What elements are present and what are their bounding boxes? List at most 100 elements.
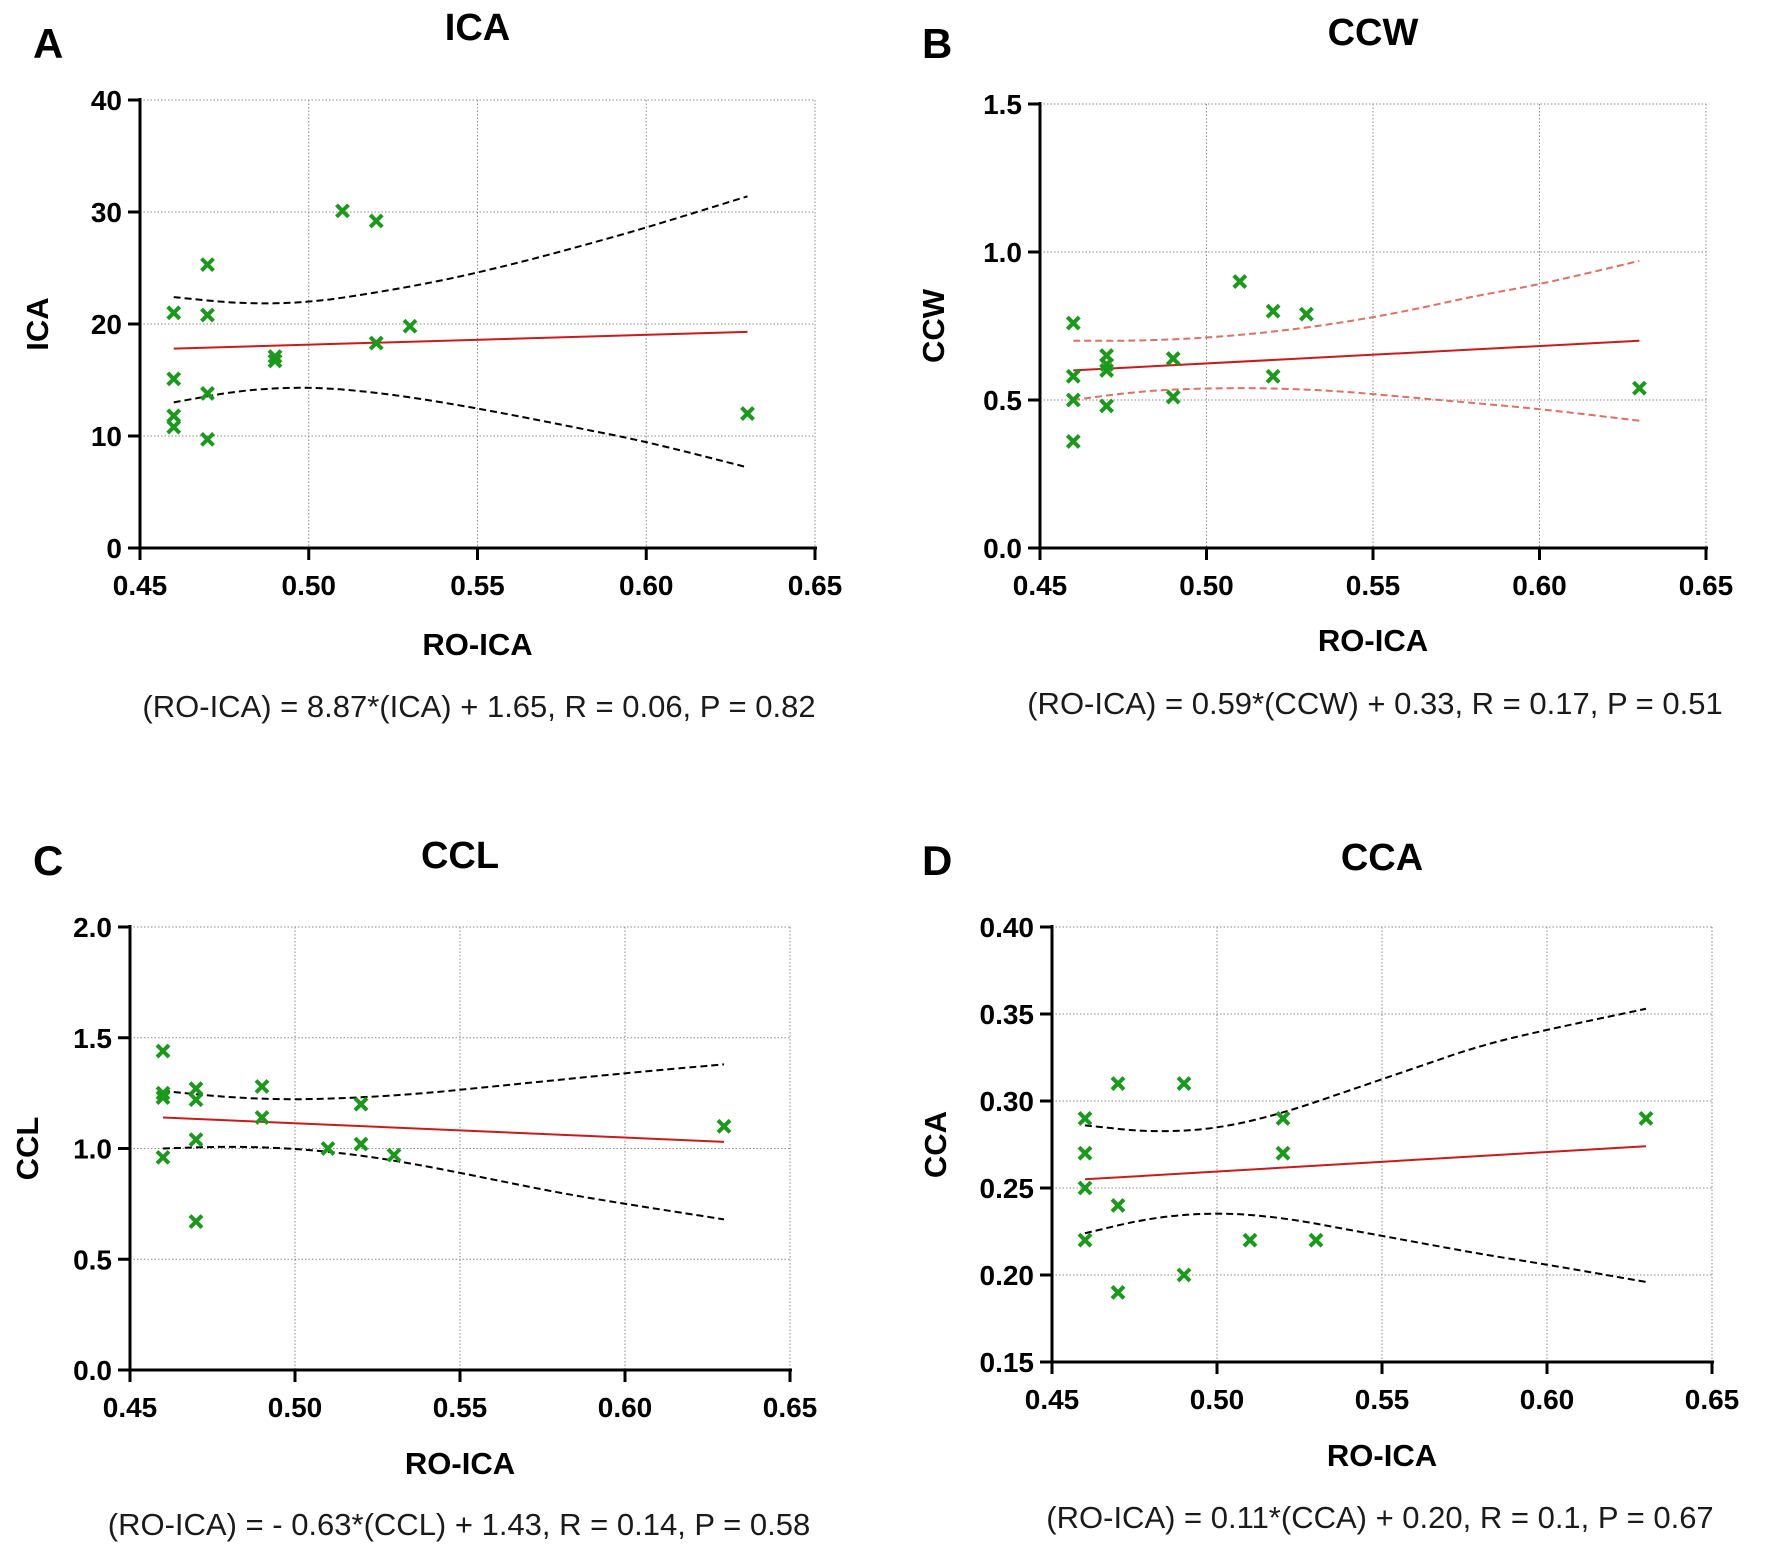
data-point	[155, 1043, 171, 1059]
data-point	[740, 406, 755, 422]
y-axis-label: CCW	[916, 288, 951, 363]
data-point-stroke	[368, 213, 384, 229]
data-point-stroke	[1631, 380, 1647, 396]
ci-lower-curve	[162, 1145, 725, 1221]
data-point-stroke	[267, 349, 283, 364]
data-point-stroke	[188, 1214, 204, 1230]
chart-title: CCW	[1328, 12, 1419, 54]
data-point	[402, 318, 418, 334]
data-point	[1110, 1284, 1126, 1300]
data-point-stroke	[1077, 1110, 1093, 1126]
y-tick-label: 0.5	[983, 385, 1022, 416]
chart-title: ICA	[445, 7, 510, 49]
data-point	[1110, 1076, 1126, 1092]
regression-equation: (RO-ICA) = 8.87*(ICA) + 1.65, R = 0.06, …	[142, 689, 815, 724]
y-tick-label: 0.30	[980, 1086, 1035, 1117]
x-tick-label: 0.55	[1355, 1384, 1410, 1415]
data-point	[1308, 1232, 1324, 1248]
data-point-stroke	[1298, 306, 1314, 322]
data-point	[1165, 351, 1181, 366]
x-tick-label: 0.50	[268, 1392, 323, 1423]
grid	[130, 926, 791, 1370]
data-point	[1176, 1076, 1192, 1092]
data-point-stroke	[166, 305, 182, 321]
ci-upper-curve	[162, 1063, 725, 1101]
y-axis-label: CCL	[10, 1117, 45, 1181]
data-point-stroke	[1165, 389, 1181, 405]
data-point-stroke	[1232, 274, 1248, 290]
panel-letter: C	[33, 837, 63, 884]
data-point-stroke	[200, 307, 215, 323]
regression-line	[162, 1116, 725, 1143]
data-point-stroke	[1176, 1076, 1192, 1092]
x-tick-label: 0.50	[1179, 570, 1234, 601]
data-point-stroke	[1065, 368, 1081, 384]
data-point-stroke	[1265, 368, 1281, 384]
panel-letter: A	[33, 20, 63, 67]
data-point-stroke	[1065, 315, 1081, 331]
data-point-stroke	[1165, 351, 1181, 366]
data-point	[1242, 1232, 1258, 1248]
y-axis-label: CCA	[918, 1111, 953, 1178]
data-point	[166, 305, 182, 321]
panel-d: D CCA 0.45 0.50 0.55 0.60 0.65 0.15 0.20 0.25 0.30…	[918, 837, 1739, 1535]
x-tick-label: 0.55	[450, 570, 505, 601]
grid	[140, 99, 816, 548]
data-point	[1638, 1110, 1654, 1126]
x-axis-label: RO-ICA	[1327, 1438, 1437, 1473]
data-point	[1275, 1110, 1291, 1126]
data-point	[1099, 362, 1115, 378]
data-point	[353, 1136, 369, 1152]
data-point	[1065, 392, 1081, 408]
data-point-stroke	[353, 1136, 369, 1152]
regression-line	[1073, 339, 1640, 372]
data-point	[188, 1214, 204, 1230]
data-point	[155, 1149, 171, 1165]
y-tick-label: 1.0	[73, 1134, 112, 1165]
data-point-stroke	[1110, 1197, 1126, 1213]
data-point	[254, 1110, 270, 1125]
ci-upper-curve	[1084, 1007, 1647, 1133]
data-point	[1065, 434, 1081, 449]
x-tick-label: 0.50	[282, 570, 337, 601]
data-point-stroke	[386, 1147, 402, 1163]
data-point	[155, 1090, 171, 1105]
data-point	[1110, 1197, 1126, 1213]
data-point	[1275, 1145, 1291, 1161]
x-axis-label: RO-ICA	[1318, 623, 1428, 658]
chart-title: CCL	[421, 835, 499, 877]
data-point-stroke	[1275, 1110, 1291, 1126]
data-point-stroke	[740, 406, 755, 422]
data-point-stroke	[254, 1079, 270, 1094]
panel-letter: B	[922, 20, 952, 67]
data-point	[188, 1092, 204, 1108]
data-point	[368, 213, 384, 229]
data-point-stroke	[335, 203, 350, 219]
regression-equation: (RO-ICA) = 0.11*(CCA) + 0.20, R = 0.1, P…	[1046, 1500, 1713, 1535]
data-point	[1232, 274, 1248, 290]
x-tick-label: 0.50	[1190, 1384, 1245, 1415]
data-point	[267, 353, 283, 369]
y-tick-label: 10	[91, 421, 122, 452]
ci-lower-curve	[1084, 1212, 1647, 1283]
data-point-stroke	[1110, 1076, 1126, 1092]
data-point	[353, 1096, 369, 1112]
y-tick-label: 0.20	[980, 1260, 1035, 1291]
data-point-stroke	[155, 1090, 171, 1105]
data-point-stroke	[267, 353, 283, 369]
ci-lower-curve	[173, 386, 748, 469]
x-tick-label: 0.60	[1520, 1384, 1575, 1415]
ci-lower-curve	[1073, 387, 1640, 422]
y-tick-label: 0	[106, 533, 122, 564]
data-point-stroke	[155, 1149, 171, 1165]
x-axis-label: RO-ICA	[405, 1446, 515, 1481]
data-point	[1065, 368, 1081, 384]
data-point-stroke	[1099, 362, 1115, 378]
data-point	[1265, 368, 1281, 384]
data-point-stroke	[188, 1132, 204, 1148]
data-point	[1077, 1232, 1093, 1248]
x-tick-label: 0.45	[1025, 1384, 1080, 1415]
data-point	[716, 1118, 732, 1134]
ci-upper-curve	[173, 195, 748, 305]
data-point	[368, 335, 384, 351]
